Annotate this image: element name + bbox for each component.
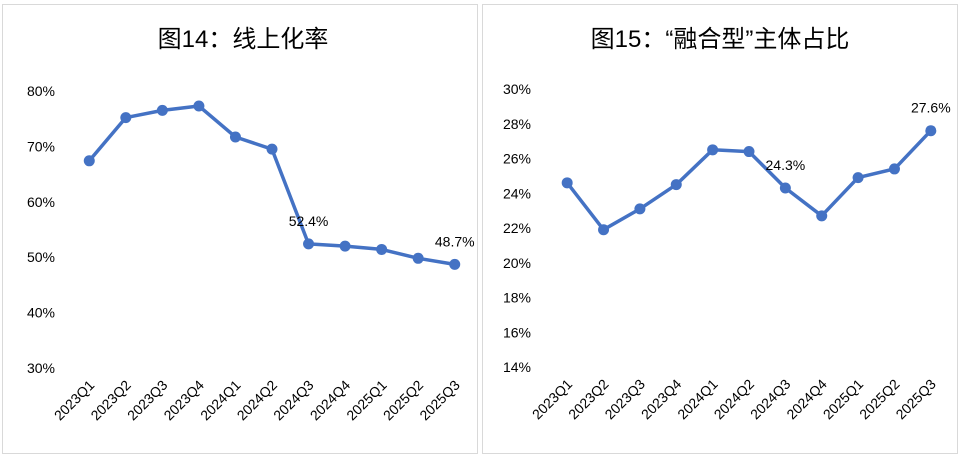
y-tick-label: 18% (503, 290, 531, 306)
data-point (561, 177, 573, 189)
y-tick-label: 70% (27, 138, 55, 154)
chart-online-rate: 图14：线上化率30%40%50%60%70%80%2023Q12023Q220… (27, 26, 475, 424)
data-point (449, 258, 461, 270)
data-point (229, 131, 241, 143)
data-point (670, 179, 682, 191)
y-tick-label: 24% (503, 185, 531, 201)
data-point (779, 182, 791, 194)
data-label: 27.6% (911, 100, 951, 116)
series-line (87, 104, 457, 267)
data-point (634, 203, 646, 215)
y-tick-label: 28% (503, 116, 531, 132)
data-point (816, 210, 828, 222)
y-tick-label: 40% (27, 305, 55, 321)
data-point (412, 252, 424, 264)
y-tick-label: 50% (27, 249, 55, 265)
data-point (925, 125, 937, 137)
data-point (376, 243, 388, 255)
chart-panel-integrated-share: 图15：“融合型”主体占比 14% 16% 18% 20% 22% 24% 26% 28% 30%… (482, 4, 958, 454)
chart-title: 图14：线上化率 (158, 26, 329, 53)
data-point (120, 112, 132, 124)
y-tick-label: 30% (503, 81, 531, 97)
chart-panel-online-rate: 图14：线上化率 30% 40% 50% 60% 70% 80% 2023Q1 2023Q2 20… (2, 4, 478, 454)
y-tick-label: 22% (503, 220, 531, 236)
data-point (266, 143, 278, 155)
data-point (339, 240, 351, 252)
data-point (303, 238, 315, 250)
data-point (193, 100, 205, 112)
data-point (888, 163, 900, 175)
data-label: 24.3% (766, 157, 806, 173)
y-tick-label: 14% (503, 359, 531, 375)
data-point (598, 224, 610, 236)
data-point (852, 172, 864, 184)
x-tick-label: 2025Q3 (416, 377, 463, 424)
data-label: 52.4% (289, 213, 329, 229)
data-point (707, 144, 719, 156)
data-label: 48.7% (435, 233, 475, 249)
data-point (156, 104, 168, 116)
series-line (565, 128, 933, 232)
chart-integrated-share: 图15：“融合型”主体占比 14% 16% 18% 20% 22% 24% 26% 28% 30%… (503, 26, 951, 423)
y-tick-label: 20% (503, 255, 531, 271)
y-tick-label: 80% (27, 83, 55, 99)
chart-title: 图15：“融合型”主体占比 (591, 26, 850, 53)
y-tick-label: 26% (503, 151, 531, 167)
y-tick-label: 30% (27, 360, 55, 376)
x-tick-label: 2025Q3 (892, 376, 939, 423)
y-tick-label: 60% (27, 194, 55, 210)
data-point (83, 155, 95, 167)
y-tick-label: 16% (503, 324, 531, 340)
data-point (743, 146, 755, 158)
